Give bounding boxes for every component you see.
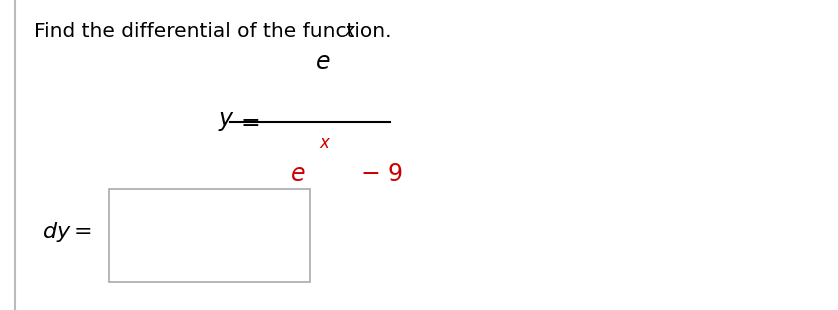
Text: $dy =$: $dy =$ — [42, 220, 92, 245]
Text: $x$: $x$ — [344, 22, 356, 40]
Text: $-\ 9$: $-\ 9$ — [360, 162, 403, 186]
Text: Find the differential of the function.: Find the differential of the function. — [34, 22, 391, 41]
Text: $e$: $e$ — [290, 162, 305, 186]
Text: $y$: $y$ — [218, 109, 235, 133]
Bar — [109, 189, 310, 282]
Text: $e$: $e$ — [315, 50, 330, 74]
Text: $x$: $x$ — [319, 134, 331, 152]
Text: $=$: $=$ — [236, 109, 260, 133]
